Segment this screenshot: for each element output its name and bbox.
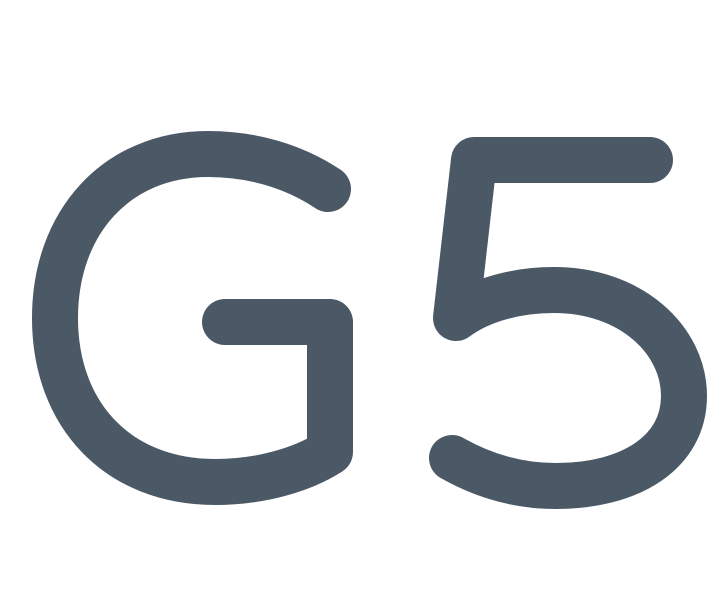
logo-strokes bbox=[32, 131, 707, 509]
logo-numeral-5 bbox=[429, 137, 707, 509]
logo-letter-g bbox=[32, 131, 353, 505]
